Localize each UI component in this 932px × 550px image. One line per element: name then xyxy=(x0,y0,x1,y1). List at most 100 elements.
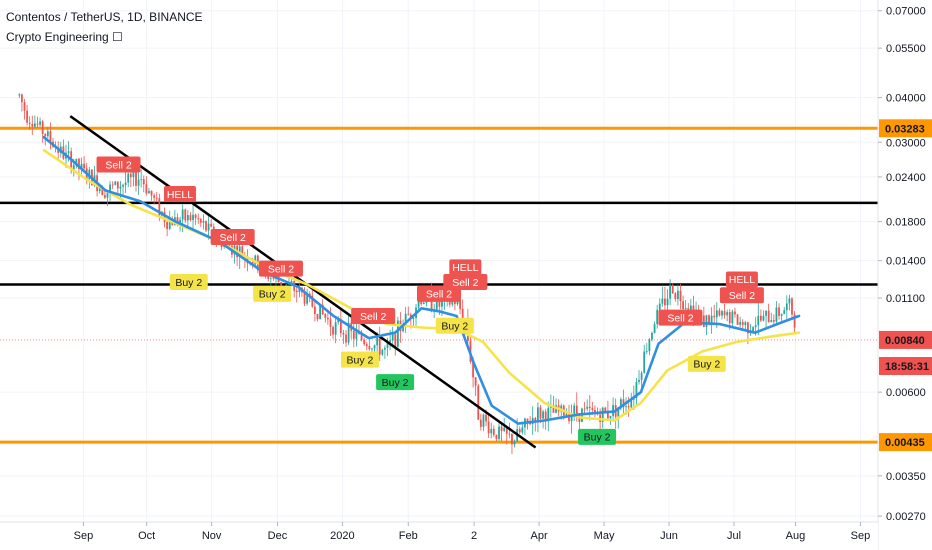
symbol-title: Contentos / TetherUS, 1D, BINANCE xyxy=(6,10,203,24)
candle-body xyxy=(513,441,516,445)
candle-body xyxy=(630,399,633,408)
candle-body xyxy=(396,320,399,347)
candle-body xyxy=(770,320,773,323)
candle-body xyxy=(653,324,656,333)
time-tick-label-8: May xyxy=(594,530,615,542)
signal-sell-10: HELL xyxy=(449,259,482,276)
signal-label: Buy 2 xyxy=(441,321,468,333)
candle-body xyxy=(145,184,148,194)
candle-body xyxy=(329,319,332,327)
candle-body xyxy=(726,312,729,316)
candle-body xyxy=(454,300,456,305)
candle-body xyxy=(18,94,21,96)
candle-body xyxy=(492,428,495,435)
candle-body xyxy=(106,191,109,198)
candle-body xyxy=(731,311,734,324)
candle-body xyxy=(765,310,767,316)
candle-body xyxy=(583,408,586,410)
candle-body xyxy=(298,287,301,293)
price-axis[interactable]: 0.07000 0.05500 0.04000 0.03000 0.02400 0.018… xyxy=(877,0,932,550)
candle-body xyxy=(780,314,783,316)
candle-body xyxy=(679,290,682,302)
candle-body xyxy=(788,298,791,304)
signal-sell-17: Sell 2 xyxy=(719,287,764,304)
signal-box xyxy=(376,374,415,391)
candle-body xyxy=(381,349,384,355)
signal-box xyxy=(351,307,396,324)
candle-body xyxy=(41,121,44,134)
candle-body xyxy=(490,428,493,434)
candle-body xyxy=(373,345,376,349)
candle-body xyxy=(552,404,555,413)
time-tick-label-5: Feb xyxy=(399,530,418,542)
candle-body xyxy=(420,301,423,305)
time-tick-label-7: Apr xyxy=(531,530,548,542)
candle-body xyxy=(269,278,272,280)
candle-body xyxy=(197,218,200,220)
candle-body xyxy=(181,209,184,220)
candle-body xyxy=(754,325,757,328)
horizontal-levels xyxy=(0,126,878,444)
candle-body xyxy=(192,214,194,221)
candle-body xyxy=(661,298,664,304)
candle-body xyxy=(368,346,371,350)
signal-box xyxy=(435,317,474,334)
candle-body xyxy=(757,315,760,326)
candle-body xyxy=(547,407,550,422)
price-tick-label-6: 0.01400 xyxy=(886,256,926,268)
signal-sell-14: Sell 2 xyxy=(658,309,703,326)
candle-body xyxy=(736,314,739,325)
candle-body xyxy=(332,326,334,335)
indicator-lines xyxy=(42,115,801,449)
candle-body xyxy=(44,133,47,137)
candle-body xyxy=(604,407,607,413)
candle-body xyxy=(345,334,347,343)
candle-body xyxy=(482,414,485,427)
candle-body xyxy=(622,399,625,408)
candle-body xyxy=(150,190,153,196)
candle-body xyxy=(498,426,500,439)
candle-body xyxy=(199,219,202,223)
candle-body xyxy=(474,377,477,386)
signal-label: Buy 2 xyxy=(693,359,720,371)
signal-buy-3: Buy 2 xyxy=(169,273,208,290)
time-axis[interactable]: Sep Oct Nov Dec 2020 Feb 2 Apr May Jun Jul Aug Sep xyxy=(0,521,878,550)
candle-body xyxy=(677,290,679,299)
signal-sell-11: Sell 2 xyxy=(443,273,488,290)
candle-body xyxy=(386,342,389,348)
candle-body xyxy=(394,334,397,347)
candle-body xyxy=(355,331,358,339)
candle-body xyxy=(184,209,187,221)
candle-body xyxy=(72,165,75,170)
candle-body xyxy=(334,322,337,335)
time-tick-label-3: Dec xyxy=(268,530,288,542)
candle-body xyxy=(438,297,441,307)
candle-body xyxy=(461,308,464,321)
candle-body xyxy=(31,123,34,127)
candle-body xyxy=(752,327,755,332)
candle-body xyxy=(207,223,210,231)
candle-body xyxy=(503,427,506,431)
price-badge-3: 0.00435 xyxy=(885,437,925,449)
candle-body xyxy=(272,278,275,280)
signal-box xyxy=(449,259,482,276)
candle-body xyxy=(441,300,443,307)
candle-body xyxy=(33,123,36,127)
candle-body xyxy=(49,131,52,142)
candle-body xyxy=(710,315,713,324)
signal-buy-7: Buy 2 xyxy=(340,351,379,368)
price-tick-label-8: 0.00600 xyxy=(886,387,926,399)
candle-body xyxy=(708,315,710,324)
candle-body xyxy=(168,220,171,229)
signal-label: HELL xyxy=(729,274,755,286)
candle-body xyxy=(360,333,363,340)
candle-body xyxy=(241,246,244,256)
signal-label: Sell 2 xyxy=(220,232,246,244)
candle-body xyxy=(485,414,487,422)
candle-body xyxy=(658,303,661,310)
signal-label: Buy 2 xyxy=(175,277,202,289)
candle-body xyxy=(666,298,669,306)
candle-body xyxy=(129,173,132,178)
candle-body xyxy=(103,195,106,198)
